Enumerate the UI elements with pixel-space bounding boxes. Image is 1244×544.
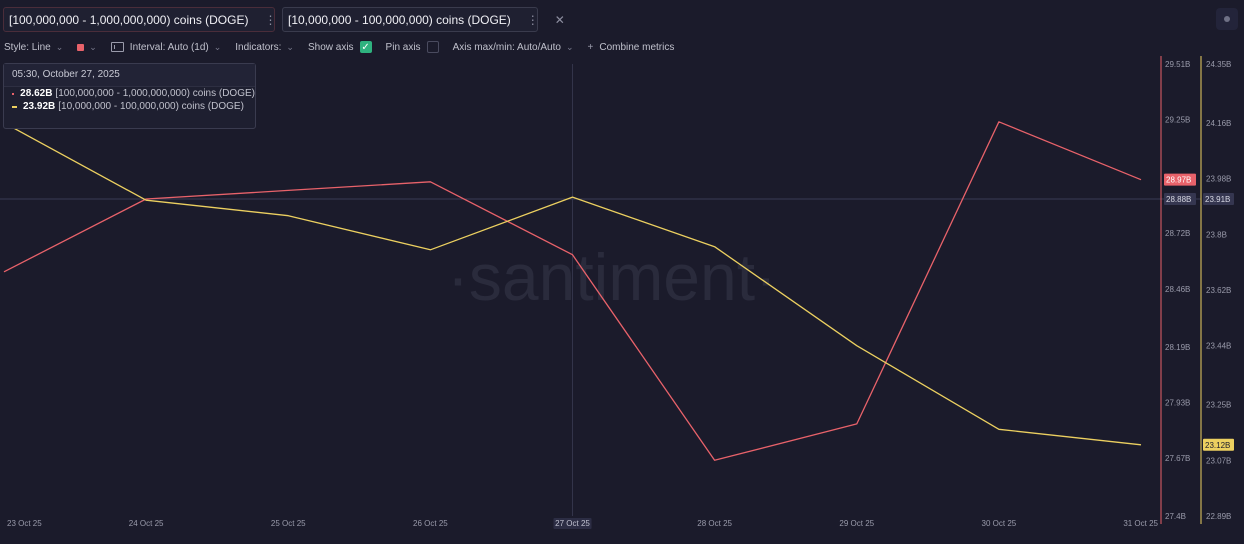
left-axis-tick-label: 28.46B <box>1165 285 1190 294</box>
metric-tab-label: [10,000,000 - 100,000,000) coins (DOGE) <box>288 12 511 27</box>
close-icon[interactable]: ✕ <box>554 12 565 27</box>
x-hover-badge-bg <box>553 518 592 529</box>
interval-label: Interval: Auto (1d) <box>129 41 209 53</box>
color-picker[interactable]: ⌄ <box>77 42 97 53</box>
left-axis-tick-label: 27.4B <box>1165 512 1186 521</box>
show-axis-label: Show axis <box>307 41 354 53</box>
plus-icon: + <box>587 41 594 53</box>
crosshair-badge-left: 28.88B <box>1166 195 1191 204</box>
chevron-down-icon: ⌄ <box>565 41 574 52</box>
indicators-dropdown[interactable]: Indicators: ⌄ <box>235 42 294 53</box>
crosshair-badge-right: 23.91B <box>1205 195 1230 204</box>
color-swatch-icon <box>77 43 85 51</box>
tooltip-datetime: 05:30, October 27, 2025 <box>4 64 255 87</box>
left-axis-tick-label: 27.67B <box>1165 454 1190 463</box>
x-tick-label: 25 Oct 25 <box>271 519 306 528</box>
chevron-down-icon: ⌄ <box>89 41 97 52</box>
combine-label: Combine metrics <box>599 41 675 53</box>
last-value-badge-right: 23.12B <box>1205 441 1230 450</box>
x-tick-label: 29 Oct 25 <box>839 519 874 528</box>
crosshair-badge-left-bg <box>1164 192 1196 205</box>
last-value-badge-left: 28.97B <box>1166 176 1191 185</box>
dot-icon <box>1224 16 1230 22</box>
chevron-down-icon: ⌄ <box>55 41 64 52</box>
left-axis-tick-label: 28.19B <box>1165 343 1190 352</box>
left-axis-tick-label: 27.93B <box>1165 398 1190 407</box>
tooltip-row: 23.92B [10,000,000 - 100,000,000) coins … <box>4 100 255 113</box>
chevron-down-icon: ⌄ <box>213 41 222 52</box>
right-axis-tick-label: 23.98B <box>1206 175 1231 184</box>
axis-minmax-label: Axis max/min: Auto/Auto <box>452 41 561 53</box>
right-axis-tick-label: 23.62B <box>1206 286 1231 295</box>
right-axis-tick-label: 23.44B <box>1206 342 1231 351</box>
calendar-icon <box>110 42 124 52</box>
pin-axis-toggle[interactable]: Pin axis <box>386 41 439 53</box>
checkbox-unchecked-icon[interactable] <box>426 41 439 53</box>
metric-tab-large-holders[interactable]: [100,000,000 - 1,000,000,000) coins (DOG… <box>3 7 303 32</box>
x-tick-label: 30 Oct 25 <box>982 519 1017 528</box>
chevron-down-icon: ⌄ <box>286 41 294 52</box>
x-tick-label: 23 Oct 25 <box>7 519 42 528</box>
show-axis-toggle[interactable]: Show axis ✓ <box>308 41 372 53</box>
right-axis-tick-label: 24.16B <box>1206 119 1231 128</box>
left-axis-tick-label: 29.51B <box>1165 60 1190 69</box>
crosshair-badge-right-bg <box>1203 192 1234 205</box>
checkbox-checked-icon[interactable]: ✓ <box>359 41 372 53</box>
x-tick-label: 24 Oct 25 <box>129 519 164 528</box>
tooltip-series-label: [100,000,000 - 1,000,000,000) coins (DOG… <box>55 88 255 99</box>
x-tick-label: 28 Oct 25 <box>697 519 732 528</box>
interval-dropdown[interactable]: Interval: Auto (1d) ⌄ <box>110 41 222 53</box>
hover-tooltip: 05:30, October 27, 2025 28.62B [100,000,… <box>3 63 256 129</box>
x-tick-label: 26 Oct 25 <box>413 519 448 528</box>
chart-toolbar: Style: Line ⌄ ⌄ Interval: Auto (1d) ⌄ Indi… <box>4 39 688 55</box>
series-marker-icon <box>12 92 15 95</box>
metric-tab-label: [100,000,000 - 1,000,000,000) coins (DOG… <box>9 12 249 27</box>
series-marker-icon <box>12 105 17 108</box>
indicators-label: Indicators: <box>235 41 282 53</box>
right-axis-tick-label: 23.8B <box>1206 230 1227 239</box>
settings-dot-button[interactable] <box>1216 8 1238 30</box>
left-axis-tick-label: 28.72B <box>1165 229 1190 238</box>
x-tick-label: 31 Oct 25 <box>1123 519 1158 528</box>
right-axis-tick-label: 23.25B <box>1206 401 1231 410</box>
tooltip-value: 28.62B <box>20 88 53 99</box>
kebab-menu-icon[interactable]: ⋮ <box>264 12 277 27</box>
axis-minmax-dropdown[interactable]: Axis max/min: Auto/Auto ⌄ <box>453 42 574 53</box>
tooltip-value: 23.92B <box>23 101 56 112</box>
left-axis-tick-label: 29.25B <box>1165 116 1190 125</box>
style-label: Style: Line <box>4 41 51 53</box>
last-value-badge-left-bg <box>1164 173 1196 186</box>
santiment-watermark: ·santiment· <box>447 240 777 314</box>
pin-axis-label: Pin axis <box>385 41 421 53</box>
right-axis-tick-label: 24.35B <box>1206 60 1231 69</box>
last-value-badge-right-bg <box>1203 438 1234 451</box>
combine-metrics-button[interactable]: + Combine metrics <box>588 42 675 53</box>
metric-tab-mid-holders[interactable]: [10,000,000 - 100,000,000) coins (DOGE) … <box>282 7 565 32</box>
kebab-menu-icon[interactable]: ⋮ <box>526 12 539 27</box>
tooltip-row: 28.62B [100,000,000 - 1,000,000,000) coi… <box>4 87 255 100</box>
right-axis-tick-label: 23.07B <box>1206 456 1231 465</box>
tooltip-series-label: [10,000,000 - 100,000,000) coins (DOGE) <box>58 101 244 112</box>
x-tick-label: 27 Oct 25 <box>555 519 590 528</box>
right-axis-tick-label: 22.89B <box>1206 512 1231 521</box>
style-dropdown[interactable]: Style: Line ⌄ <box>4 42 63 53</box>
